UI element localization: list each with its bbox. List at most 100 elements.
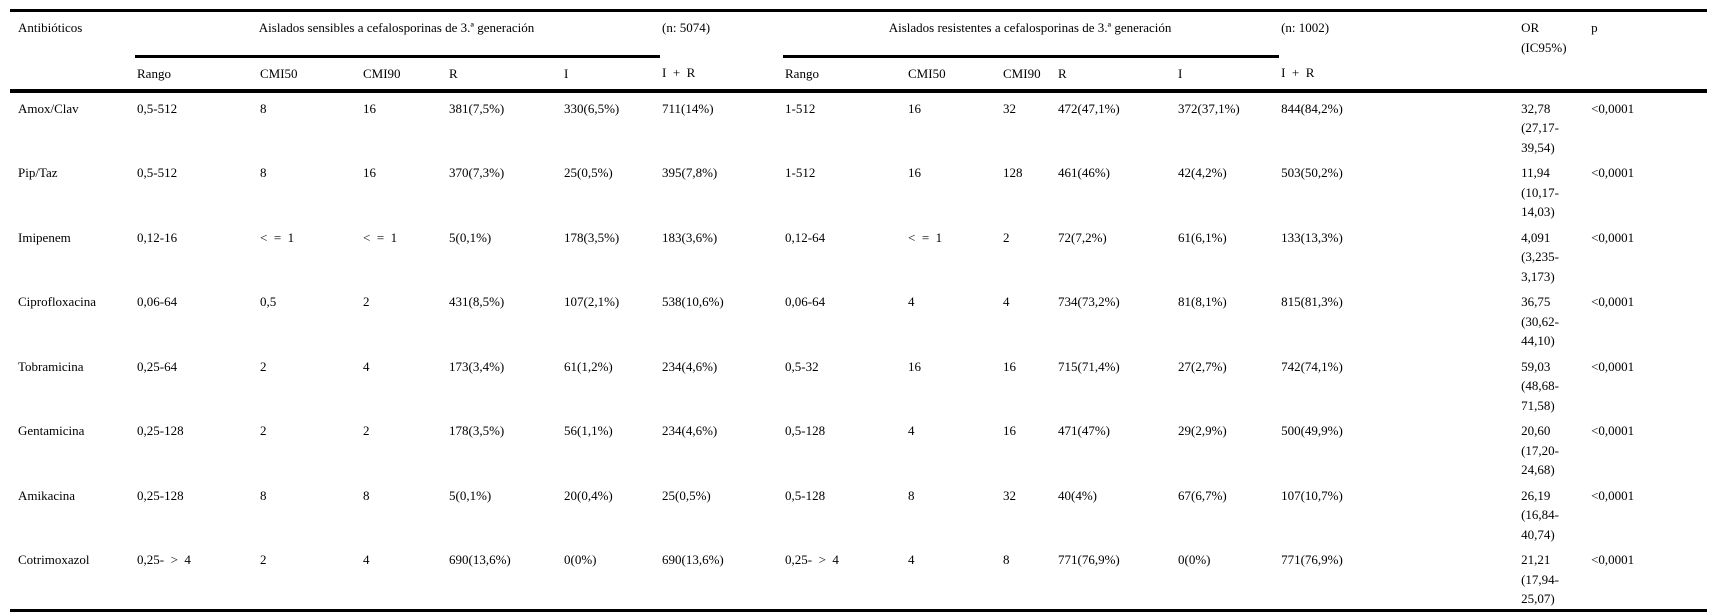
table-row: Amikacina 0,25-128 8 8 5(0,1%) 20(0,4%) … — [10, 480, 1707, 545]
antibiotic-name: Amikacina — [18, 487, 76, 503]
sens-rango: 0,06-64 — [137, 294, 178, 309]
sens-rango: 0,5-512 — [137, 100, 178, 116]
susceptibility-table: Antibióticos Aislados sensibles a cefalo… — [10, 9, 1708, 612]
sub-header-row: Rango CMI50 CMI90 R I I + R Rango CMI50 … — [10, 56, 1707, 93]
p-value: <0,0001 — [1591, 552, 1635, 567]
res-ir: 844(84,2%) — [1281, 100, 1343, 116]
sens-cmi90: 4 — [363, 552, 370, 567]
sensitive-group-header: Aislados sensibles a cefalosporinas de 3… — [135, 10, 661, 58]
res-cmi50: 4 — [908, 552, 915, 567]
res-cmi90: 8 — [1003, 552, 1010, 567]
res-r: 72(7,2%) — [1058, 229, 1107, 245]
res-r: 461(46%) — [1058, 165, 1111, 180]
antibiotic-name: Pip/Taz — [18, 165, 58, 180]
sens-i: 107(2,1%) — [564, 294, 620, 309]
antibiotic-name: Imipenem — [18, 229, 71, 245]
sens-cmi50: 8 — [260, 100, 267, 116]
res-rango: 1-512 — [785, 165, 816, 180]
res-i: 61(6,1%) — [1178, 229, 1227, 245]
res-cmi90: 32 — [1003, 100, 1017, 116]
sens-ir: 183(3,6%) — [662, 229, 718, 245]
or-value: 4,091 (3,235-3,173) — [1521, 229, 1559, 284]
res-rango: 0,25- > 4 — [785, 552, 839, 567]
res-r-header: R — [1056, 56, 1177, 93]
res-cmi50: < = 1 — [908, 229, 943, 245]
table-row: Pip/Taz 0,5-512 8 16 370(7,3%) 25(0,5%) … — [10, 157, 1707, 222]
res-r: 472(47,1%) — [1058, 100, 1120, 116]
res-r: 715(71,4%) — [1058, 358, 1120, 374]
sens-cmi50-header: CMI50 — [258, 56, 361, 93]
or-value: 59,03 (48,68-71,58) — [1521, 358, 1559, 413]
res-r: 734(73,2%) — [1058, 294, 1120, 309]
group-header-row: Antibióticos Aislados sensibles a cefalo… — [10, 10, 1708, 93]
res-cmi90: 16 — [1003, 423, 1017, 438]
res-i: 81(8,1%) — [1178, 294, 1227, 309]
sens-i: 56(1,1%) — [564, 423, 613, 438]
res-ir: 815(81,3%) — [1281, 294, 1343, 309]
or-value: 21,21 (17,94-25,07) — [1521, 552, 1559, 606]
res-rango: 0,12-64 — [785, 229, 826, 245]
sens-r: 690(13,6%) — [449, 552, 511, 567]
res-i: 372(37,1%) — [1178, 100, 1240, 116]
res-r: 771(76,9%) — [1058, 552, 1120, 567]
sens-cmi90: < = 1 — [363, 229, 398, 245]
res-cmi90-header: CMI90 — [1001, 56, 1057, 93]
table-row: Ciprofloxacina 0,06-64 0,5 2 431(8,5%) 1… — [10, 286, 1707, 351]
sens-cmi90: 4 — [363, 358, 370, 374]
sens-cmi50: 8 — [260, 165, 267, 180]
p-value: <0,0001 — [1591, 165, 1635, 180]
sens-i: 0(0%) — [564, 552, 597, 567]
sensitive-n-label: (n: 5074) — [662, 20, 711, 35]
res-r: 40(4%) — [1058, 487, 1098, 503]
res-r: 471(47%) — [1058, 423, 1111, 438]
res-cmi50: 4 — [908, 294, 915, 309]
sens-cmi90: 16 — [363, 100, 376, 116]
res-i: 29(2,9%) — [1178, 423, 1227, 438]
sens-i-header: I — [562, 56, 661, 93]
or-ci-header: OR (IC95%) — [1519, 10, 1590, 93]
sens-cmi90: 2 — [363, 423, 370, 438]
or-value: 32,78 (27,17-39,54) — [1521, 100, 1559, 155]
res-cmi50: 16 — [908, 100, 922, 116]
p-value: <0,0001 — [1591, 100, 1635, 116]
res-rango: 0,5-128 — [785, 487, 826, 503]
antibiotic-name: Ciprofloxacina — [18, 294, 96, 309]
res-i: 0(0%) — [1178, 552, 1211, 567]
sens-rango-header: Rango — [135, 56, 258, 93]
p-value: <0,0001 — [1591, 229, 1635, 245]
res-rango: 0,06-64 — [785, 294, 826, 309]
sens-ir: 234(4,6%) — [662, 358, 718, 374]
sens-cmi90: 2 — [363, 294, 370, 309]
res-cmi90: 16 — [1003, 358, 1017, 374]
res-cmi50: 16 — [908, 358, 922, 374]
sens-i: 25(0,5%) — [564, 165, 613, 180]
res-cmi90: 4 — [1003, 294, 1010, 309]
table-row: Cotrimoxazol 0,25- > 4 2 4 690(13,6%) 0(… — [10, 544, 1707, 610]
res-cmi90: 32 — [1003, 487, 1017, 503]
antibiotic-name: Gentamicina — [18, 423, 85, 438]
sens-r: 178(3,5%) — [449, 423, 505, 438]
sens-ir: 711(14%) — [662, 100, 714, 116]
sens-r: 5(0,1%) — [449, 487, 492, 503]
res-cmi50: 16 — [908, 165, 922, 180]
sens-r: 5(0,1%) — [449, 229, 492, 245]
resistant-n-label: (n: 1002) — [1281, 20, 1330, 35]
sens-r: 381(7,5%) — [449, 100, 505, 116]
table-row: Imipenem 0,12-16 < = 1 < = 1 5(0,1%) 178… — [10, 222, 1707, 287]
sens-ir-header: I + R — [660, 56, 784, 93]
p-value: <0,0001 — [1591, 423, 1635, 438]
antibiotic-name: Tobramicina — [18, 358, 84, 374]
sens-r-header: R — [447, 56, 562, 93]
table-row: Tobramicina 0,25-64 2 4 173(3,4%) 61(1,2… — [10, 351, 1707, 416]
antibiotic-name: Amox/Clav — [18, 100, 79, 116]
sens-ir: 690(13,6%) — [662, 552, 724, 567]
res-rango: 0,5-128 — [785, 423, 826, 438]
or-value: 20,60 (17,20-24,68) — [1521, 423, 1559, 477]
res-cmi90: 128 — [1003, 165, 1023, 180]
res-ir: 133(13,3%) — [1281, 229, 1343, 245]
res-ir: 107(10,7%) — [1281, 487, 1343, 503]
res-i: 27(2,7%) — [1178, 358, 1227, 374]
sens-cmi50: 0,5 — [260, 294, 277, 309]
res-ir: 771(76,9%) — [1281, 552, 1343, 567]
sens-rango: 0,25-64 — [137, 358, 178, 374]
